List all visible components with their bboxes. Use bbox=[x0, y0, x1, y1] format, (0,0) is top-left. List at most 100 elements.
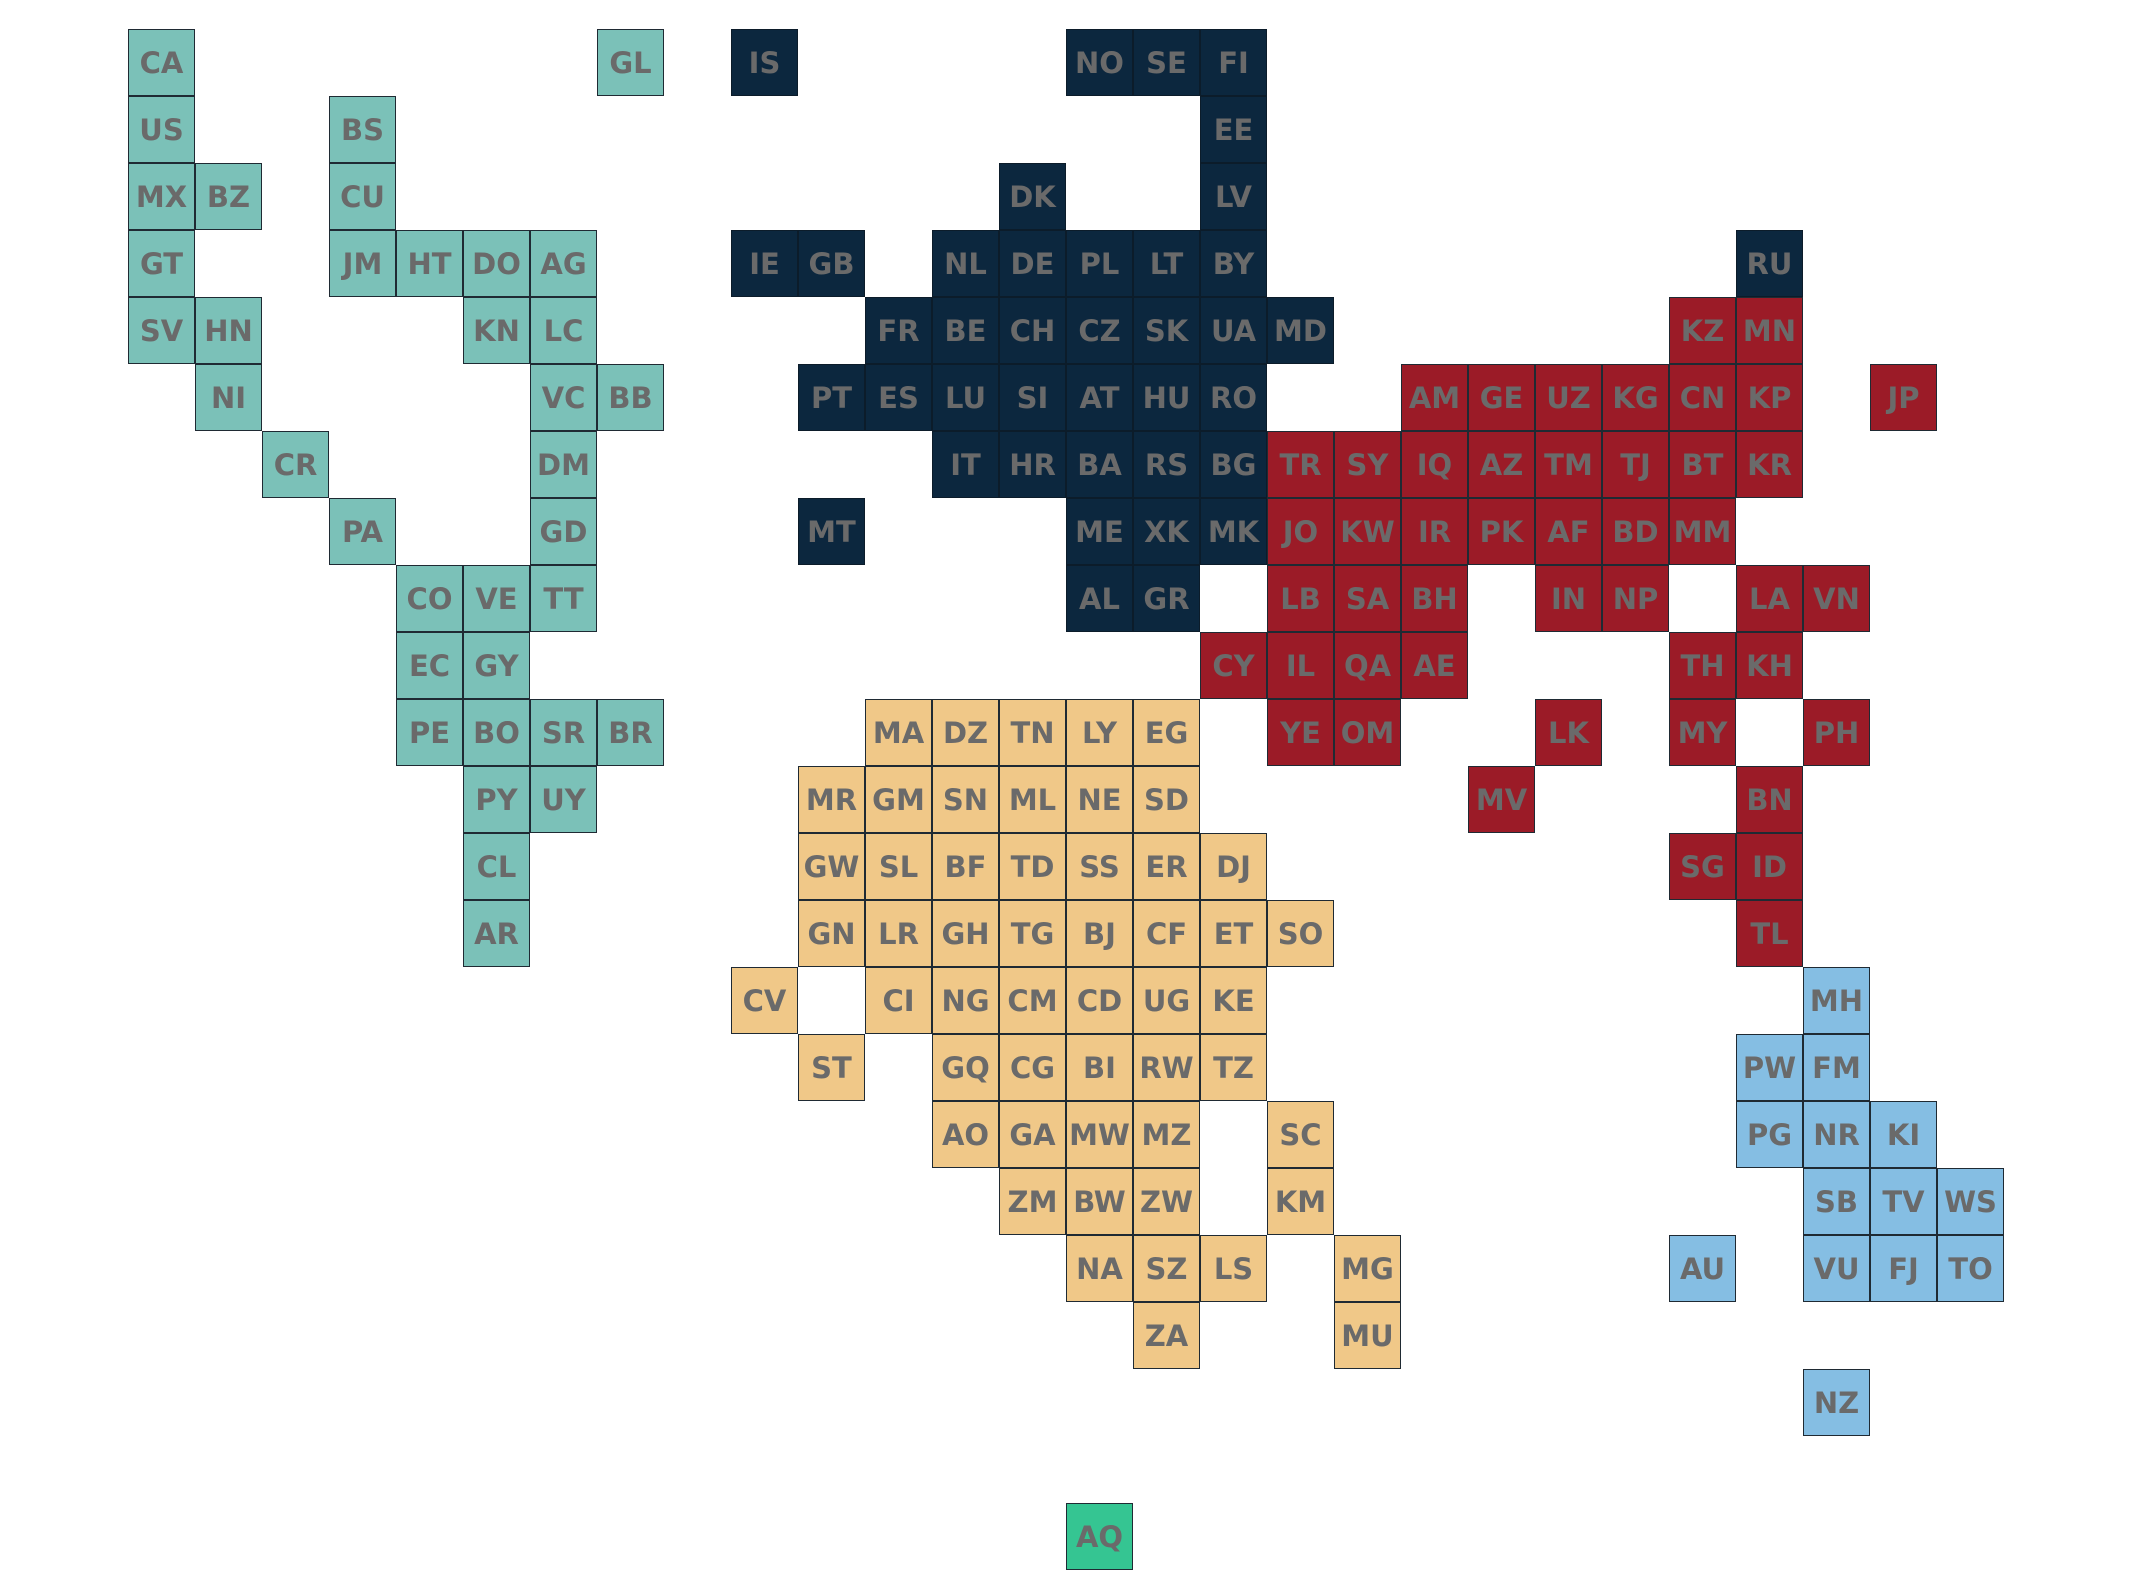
country-tile-td[interactable]: TD bbox=[999, 833, 1066, 900]
country-tile-de[interactable]: DE bbox=[999, 230, 1066, 297]
country-tile-ba[interactable]: BA bbox=[1066, 431, 1133, 498]
country-tile-ao[interactable]: AO bbox=[932, 1101, 999, 1168]
country-tile-cn[interactable]: CN bbox=[1669, 364, 1736, 431]
country-tile-gw[interactable]: GW bbox=[798, 833, 865, 900]
country-tile-ar[interactable]: AR bbox=[463, 900, 530, 967]
country-tile-aq[interactable]: AQ bbox=[1066, 1503, 1133, 1570]
country-tile-mk[interactable]: MK bbox=[1200, 498, 1267, 565]
country-tile-nz[interactable]: NZ bbox=[1803, 1369, 1870, 1436]
country-tile-my[interactable]: MY bbox=[1669, 699, 1736, 766]
country-tile-cv[interactable]: CV bbox=[731, 967, 798, 1034]
country-tile-gt[interactable]: GT bbox=[128, 230, 195, 297]
country-tile-cg[interactable]: CG bbox=[999, 1034, 1066, 1101]
country-tile-cf[interactable]: CF bbox=[1133, 900, 1200, 967]
country-tile-tz[interactable]: TZ bbox=[1200, 1034, 1267, 1101]
country-tile-iq[interactable]: IQ bbox=[1401, 431, 1468, 498]
country-tile-lu[interactable]: LU bbox=[932, 364, 999, 431]
country-tile-cl[interactable]: CL bbox=[463, 833, 530, 900]
country-tile-lt[interactable]: LT bbox=[1133, 230, 1200, 297]
country-tile-us[interactable]: US bbox=[128, 96, 195, 163]
country-tile-se[interactable]: SE bbox=[1133, 29, 1200, 96]
country-tile-kr[interactable]: KR bbox=[1736, 431, 1803, 498]
country-tile-bf[interactable]: BF bbox=[932, 833, 999, 900]
country-tile-kw[interactable]: KW bbox=[1334, 498, 1401, 565]
country-tile-la[interactable]: LA bbox=[1736, 565, 1803, 632]
country-tile-cr[interactable]: CR bbox=[262, 431, 329, 498]
country-tile-lk[interactable]: LK bbox=[1535, 699, 1602, 766]
country-tile-ni[interactable]: NI bbox=[195, 364, 262, 431]
country-tile-pa[interactable]: PA bbox=[329, 498, 396, 565]
country-tile-sv[interactable]: SV bbox=[128, 297, 195, 364]
country-tile-id[interactable]: ID bbox=[1736, 833, 1803, 900]
country-tile-cd[interactable]: CD bbox=[1066, 967, 1133, 1034]
country-tile-dk[interactable]: DK bbox=[999, 163, 1066, 230]
country-tile-qa[interactable]: QA bbox=[1334, 632, 1401, 699]
country-tile-ge[interactable]: GE bbox=[1468, 364, 1535, 431]
country-tile-bj[interactable]: BJ bbox=[1066, 900, 1133, 967]
country-tile-ca[interactable]: CA bbox=[128, 29, 195, 96]
country-tile-mt[interactable]: MT bbox=[798, 498, 865, 565]
country-tile-pl[interactable]: PL bbox=[1066, 230, 1133, 297]
country-tile-ne[interactable]: NE bbox=[1066, 766, 1133, 833]
country-tile-kp[interactable]: KP bbox=[1736, 364, 1803, 431]
country-tile-rw[interactable]: RW bbox=[1133, 1034, 1200, 1101]
country-tile-jp[interactable]: JP bbox=[1870, 364, 1937, 431]
country-tile-pt[interactable]: PT bbox=[798, 364, 865, 431]
country-tile-is[interactable]: IS bbox=[731, 29, 798, 96]
country-tile-dm[interactable]: DM bbox=[530, 431, 597, 498]
country-tile-sa[interactable]: SA bbox=[1334, 565, 1401, 632]
country-tile-mr[interactable]: MR bbox=[798, 766, 865, 833]
country-tile-bz[interactable]: BZ bbox=[195, 163, 262, 230]
country-tile-eg[interactable]: EG bbox=[1133, 699, 1200, 766]
country-tile-al[interactable]: AL bbox=[1066, 565, 1133, 632]
country-tile-it[interactable]: IT bbox=[932, 431, 999, 498]
country-tile-so[interactable]: SO bbox=[1267, 900, 1334, 967]
country-tile-tj[interactable]: TJ bbox=[1602, 431, 1669, 498]
country-tile-ae[interactable]: AE bbox=[1401, 632, 1468, 699]
country-tile-in[interactable]: IN bbox=[1535, 565, 1602, 632]
country-tile-lv[interactable]: LV bbox=[1200, 163, 1267, 230]
country-tile-gl[interactable]: GL bbox=[597, 29, 664, 96]
country-tile-ke[interactable]: KE bbox=[1200, 967, 1267, 1034]
country-tile-tg[interactable]: TG bbox=[999, 900, 1066, 967]
country-tile-sn[interactable]: SN bbox=[932, 766, 999, 833]
country-tile-dj[interactable]: DJ bbox=[1200, 833, 1267, 900]
country-tile-et[interactable]: ET bbox=[1200, 900, 1267, 967]
country-tile-at[interactable]: AT bbox=[1066, 364, 1133, 431]
country-tile-fi[interactable]: FI bbox=[1200, 29, 1267, 96]
country-tile-pg[interactable]: PG bbox=[1736, 1101, 1803, 1168]
country-tile-bd[interactable]: BD bbox=[1602, 498, 1669, 565]
country-tile-sb[interactable]: SB bbox=[1803, 1168, 1870, 1235]
country-tile-jm[interactable]: JM bbox=[329, 230, 396, 297]
country-tile-hu[interactable]: HU bbox=[1133, 364, 1200, 431]
country-tile-fm[interactable]: FM bbox=[1803, 1034, 1870, 1101]
country-tile-zm[interactable]: ZM bbox=[999, 1168, 1066, 1235]
country-tile-sc[interactable]: SC bbox=[1267, 1101, 1334, 1168]
country-tile-sy[interactable]: SY bbox=[1334, 431, 1401, 498]
country-tile-ag[interactable]: AG bbox=[530, 230, 597, 297]
country-tile-xk[interactable]: XK bbox=[1133, 498, 1200, 565]
country-tile-nr[interactable]: NR bbox=[1803, 1101, 1870, 1168]
country-tile-gy[interactable]: GY bbox=[463, 632, 530, 699]
country-tile-gb[interactable]: GB bbox=[798, 230, 865, 297]
country-tile-mz[interactable]: MZ bbox=[1133, 1101, 1200, 1168]
country-tile-uy[interactable]: UY bbox=[530, 766, 597, 833]
country-tile-sg[interactable]: SG bbox=[1669, 833, 1736, 900]
country-tile-au[interactable]: AU bbox=[1669, 1235, 1736, 1302]
country-tile-st[interactable]: ST bbox=[798, 1034, 865, 1101]
country-tile-no[interactable]: NO bbox=[1066, 29, 1133, 96]
country-tile-fj[interactable]: FJ bbox=[1870, 1235, 1937, 1302]
country-tile-zw[interactable]: ZW bbox=[1133, 1168, 1200, 1235]
country-tile-ly[interactable]: LY bbox=[1066, 699, 1133, 766]
country-tile-th[interactable]: TH bbox=[1669, 632, 1736, 699]
country-tile-lc[interactable]: LC bbox=[530, 297, 597, 364]
country-tile-tm[interactable]: TM bbox=[1535, 431, 1602, 498]
country-tile-br[interactable]: BR bbox=[597, 699, 664, 766]
country-tile-si[interactable]: SI bbox=[999, 364, 1066, 431]
country-tile-kz[interactable]: KZ bbox=[1669, 297, 1736, 364]
country-tile-bh[interactable]: BH bbox=[1401, 565, 1468, 632]
country-tile-kh[interactable]: KH bbox=[1736, 632, 1803, 699]
country-tile-py[interactable]: PY bbox=[463, 766, 530, 833]
country-tile-gr[interactable]: GR bbox=[1133, 565, 1200, 632]
country-tile-am[interactable]: AM bbox=[1401, 364, 1468, 431]
